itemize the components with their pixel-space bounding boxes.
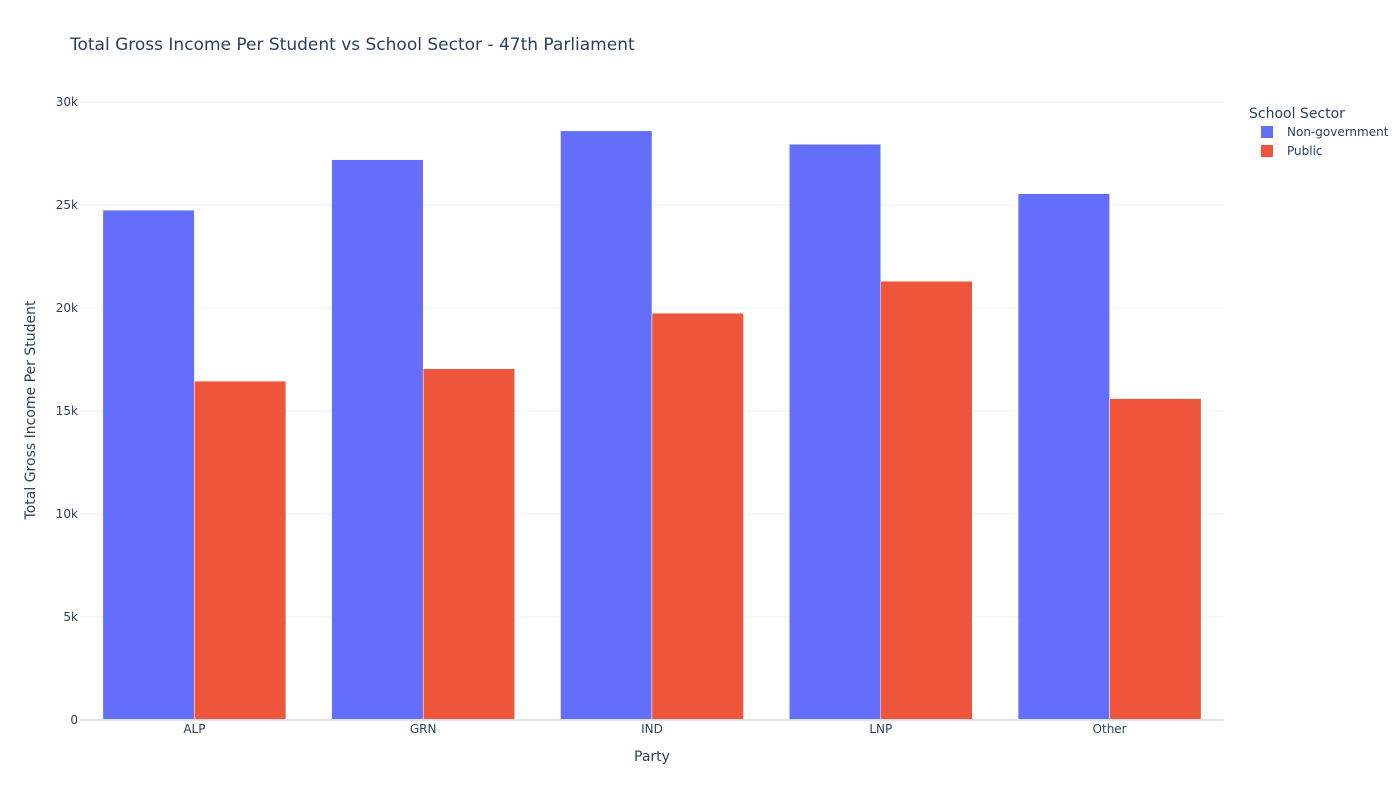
- legend-item[interactable]: Non-government: [1261, 125, 1389, 139]
- chart-title: Total Gross Income Per Student vs School…: [69, 35, 635, 55]
- bar-public-lnp[interactable]: [880, 280, 973, 721]
- x-axis-ticks: ALP GRN IND LNP Other: [183, 722, 1126, 736]
- bar-non-government-lnp[interactable]: [789, 143, 882, 721]
- y-tick-label: 10k: [56, 507, 78, 521]
- legend-label: Non-government: [1287, 125, 1389, 139]
- y-tick-label: 25k: [56, 198, 78, 212]
- y-tick-label: 20k: [56, 301, 78, 315]
- legend-label: Public: [1287, 144, 1323, 158]
- legend-title: School Sector: [1249, 106, 1345, 122]
- x-tick-label: ALP: [183, 722, 205, 736]
- legend-swatch: [1261, 145, 1273, 157]
- bar-public-ind[interactable]: [651, 312, 744, 721]
- bar-public-alp[interactable]: [194, 380, 287, 721]
- legend-item[interactable]: Public: [1261, 144, 1323, 158]
- y-tick-label: 0: [70, 713, 78, 727]
- y-tick-label: 15k: [56, 404, 78, 418]
- bar-non-government-grn[interactable]: [331, 159, 424, 721]
- y-axis-ticks: 0 5k 10k 15k 20k 25k 30k: [56, 95, 78, 727]
- x-tick-label: IND: [641, 722, 663, 736]
- x-tick-label: Other: [1093, 722, 1127, 736]
- x-tick-label: GRN: [410, 722, 437, 736]
- y-tick-label: 5k: [63, 610, 78, 624]
- bar-public-grn[interactable]: [422, 368, 515, 721]
- x-tick-label: LNP: [869, 722, 892, 736]
- bar-public-other[interactable]: [1109, 398, 1202, 721]
- bar-non-government-alp[interactable]: [102, 209, 195, 721]
- x-axis-title: Party: [634, 749, 670, 765]
- y-tick-label: 30k: [56, 95, 78, 109]
- y-axis-title: Total Gross Income Per Student: [23, 300, 39, 520]
- bar-non-government-other[interactable]: [1017, 193, 1110, 721]
- legend-swatch: [1261, 126, 1273, 138]
- legend[interactable]: School Sector Non-government Public: [1249, 106, 1389, 158]
- bars: [80, 130, 1224, 721]
- bar-non-government-ind[interactable]: [560, 130, 653, 721]
